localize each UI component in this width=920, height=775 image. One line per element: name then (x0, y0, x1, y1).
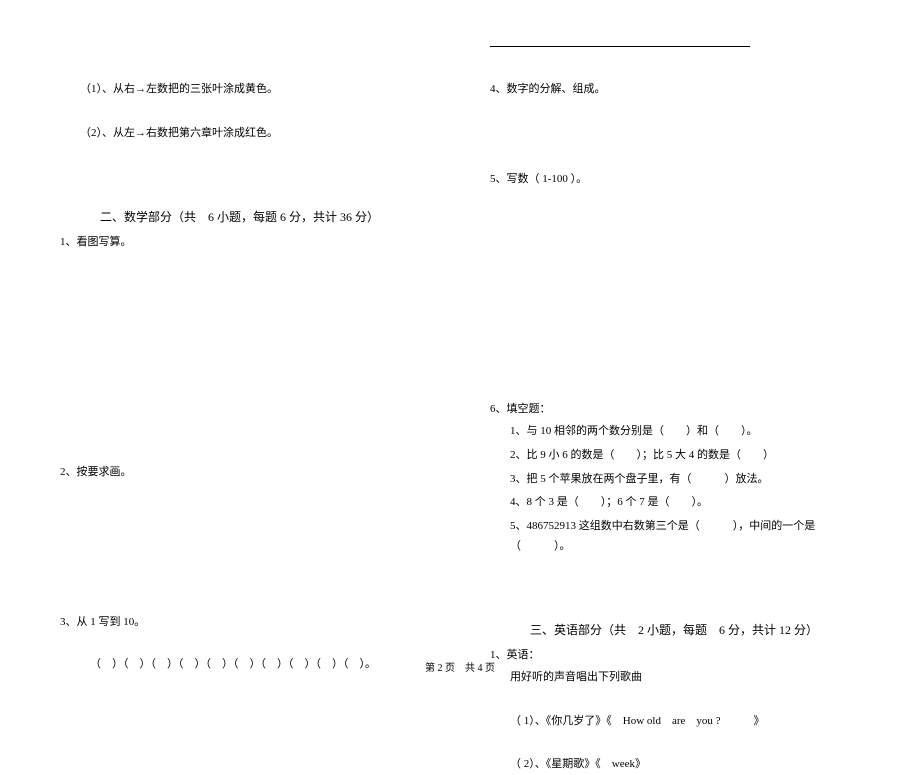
q2-head: 2、按要求画。 (60, 463, 430, 479)
q1-head: 1、看图写算。 (60, 233, 430, 249)
q6-head: 6、填空题： (490, 400, 860, 416)
left-line-2: （2）、从左→右数把第六章叶涂成红色。 (60, 124, 430, 144)
q4-head: 4、数字的分解、组成。 (490, 80, 860, 96)
left-column: （1）、从右→左数把的三张叶涂成黄色。 （2）、从左→右数把第六章叶涂成红色。 … (0, 0, 460, 686)
q6-5: 5、486752913 这组数中右数第三个是（ ），中间的一个是（ ）。 (490, 517, 860, 557)
blank-rule (490, 40, 860, 52)
page-container: （1）、从右→左数把的三张叶涂成黄色。 （2）、从左→右数把第六章叶涂成红色。 … (0, 0, 920, 686)
left-line-1: （1）、从右→左数把的三张叶涂成黄色。 (60, 80, 430, 100)
q6-4: 4、8 个 3 是（ ）；6 个 7 是（ ）。 (490, 493, 860, 513)
q3-head: 3、从 1 写到 10。 (60, 613, 430, 629)
q-eng-1: （ 1）、《你几岁了》《 How old are you ? 》 (490, 712, 860, 732)
q6-1: 1、与 10 相邻的两个数分别是（ ）和（ ）。 (490, 422, 860, 442)
q-eng-2: （ 2）、《星期歌》《 week》 (490, 755, 860, 775)
page-footer: 第 2 页 共 4 页 (0, 659, 920, 674)
q6-2: 2、比 9 小 6 的数是（ ）；比 5 大 4 的数是（ ） (490, 446, 860, 466)
section3-title: 三、英语部分（共 2 小题，每题 6 分，共计 12 分） (490, 621, 860, 638)
q5-head: 5、写数（ 1-100 ）。 (490, 170, 860, 186)
right-column: 4、数字的分解、组成。 5、写数（ 1-100 ）。 6、填空题： 1、与 10… (460, 0, 920, 686)
section2-title: 二、数学部分（共 6 小题，每题 6 分，共计 36 分） (60, 208, 430, 225)
q6-3: 3、把 5 个苹果放在两个盘子里，有（ ）放法。 (490, 470, 860, 490)
